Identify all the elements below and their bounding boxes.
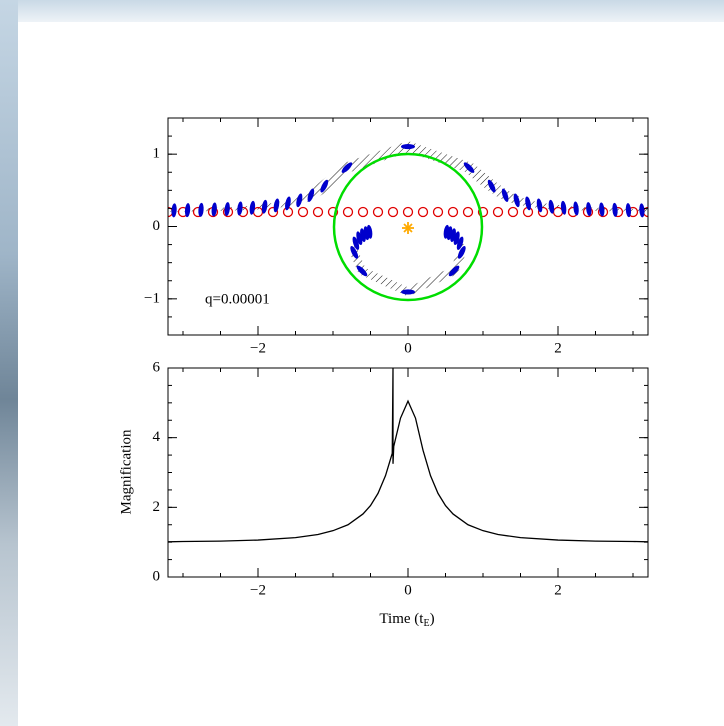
x-axis-label-end: ) [430,611,435,627]
lensed-image [653,203,659,217]
y-tick-label: 0 [153,218,161,234]
source-position [507,206,519,218]
lensed-image [573,201,579,216]
lensed-image [273,198,280,213]
y-tick-label: 1 [153,146,161,162]
x-axis-label-subscript: E [423,618,429,629]
lensed-image [352,236,360,250]
lensed-image [211,202,217,217]
lensed-image [586,202,592,217]
source-position [342,206,354,218]
lensed-image [350,246,359,259]
lensed-image [144,204,150,218]
magnification-curve [168,368,648,543]
lensed-image [401,289,415,295]
y-tick-label: −1 [144,290,160,306]
bottom-panel-plot [168,368,648,543]
source-position [477,206,489,218]
lensed-image [307,188,315,202]
source-position [387,206,399,218]
lensed-image [157,203,163,217]
lensed-image [457,246,466,259]
y-tick-label: 2 [153,499,161,515]
lensed-image [184,203,191,218]
lensed-image [198,202,204,217]
y-tick-label: 6 [153,359,161,375]
x-axis-label: Time (tE) [379,611,434,629]
lensed-image [401,143,415,150]
lensed-image [463,162,475,173]
source-position [267,206,279,218]
lensed-image [341,162,353,173]
y-tick-label: 0 [153,568,161,584]
image-track-band [350,231,466,297]
lensed-image [536,198,543,213]
source-position [432,206,444,218]
lensed-image [224,202,230,217]
x-axis-label-main: Time (t [379,611,424,627]
source-position [357,206,369,218]
lensed-image [249,200,256,215]
background-top [0,0,724,22]
y-axis-label: Magnification [118,429,134,514]
x-tick-label: 2 [554,582,562,598]
plot-frame [167,367,649,578]
source-position [462,206,474,218]
source-position [447,206,459,218]
lensed-image [237,201,243,216]
lensed-image [448,265,460,277]
x-tick-label: −2 [250,340,266,356]
source-position [327,206,339,218]
source-position [312,206,324,218]
source-position [492,206,504,218]
x-tick-label: 0 [404,582,412,598]
x-tick-label: 2 [554,340,562,356]
lensed-image [560,200,567,215]
source-position [402,206,414,218]
lensed-image [639,203,645,218]
lensed-image [525,196,531,211]
background-left [0,0,18,726]
lensed-image [171,203,177,218]
einstein-ring [332,152,484,302]
image-track-band [168,140,648,212]
lens-star [402,222,414,234]
lensed-image [501,188,509,202]
lensed-image [666,204,672,218]
lensed-image [320,179,329,193]
lensed-image [456,236,464,250]
x-tick-label: 0 [404,340,412,356]
top-panel-plot [144,140,672,297]
lensed-image [296,193,303,208]
source-position [372,206,384,218]
lensed-image [285,196,291,211]
lensed-image [599,202,605,217]
source-position [297,206,309,218]
source-position [537,206,549,218]
lensed-image [513,193,520,208]
lensed-image [356,265,368,277]
lensed-image [548,199,555,214]
annotation: q=0.00001 [205,291,270,307]
y-tick-label: 4 [153,429,161,445]
lensed-image [261,199,268,214]
lensed-image [625,203,632,218]
lensed-image [487,179,496,193]
lensed-image [612,202,618,217]
x-tick-label: −2 [250,582,266,598]
source-position [417,206,429,218]
lensed-image [366,224,373,239]
